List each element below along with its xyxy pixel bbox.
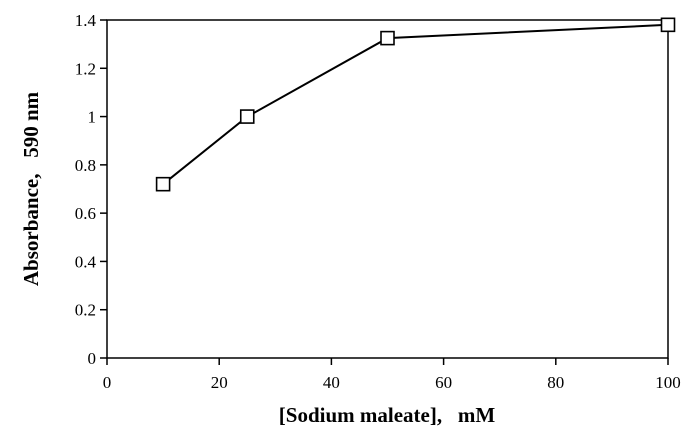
y-tick-label: 0.8	[75, 156, 96, 175]
y-tick-label: 0	[88, 349, 97, 368]
y-axis-title: Absorbance, 590 nm	[19, 91, 43, 286]
series-group	[155, 17, 676, 192]
y-axis-ticks: 0 0.2 0.4 0.6 0.8 1 1.2 1.4	[75, 11, 107, 368]
y-tick-label: 0.4	[75, 252, 97, 271]
series-line	[162, 23, 669, 185]
data-point	[660, 17, 676, 33]
y-tick-label: 0.6	[75, 204, 96, 223]
y-tick-label: 1.2	[75, 59, 96, 78]
x-tick-label: 100	[655, 373, 681, 392]
data-point	[239, 109, 255, 124]
y-tick-label: 1.4	[75, 11, 97, 30]
x-tick-label: 0	[103, 373, 112, 392]
data-point	[380, 30, 395, 46]
x-tick-label: 20	[211, 373, 228, 392]
x-tick-label: 40	[323, 373, 340, 392]
plot-frame	[106, 19, 669, 359]
data-point	[155, 176, 171, 192]
x-axis-ticks: 0 20 40 60 80 100	[103, 358, 681, 392]
x-axis-title: [Sodium maleate], mM	[279, 403, 496, 427]
x-tick-label: 80	[547, 373, 564, 392]
y-tick-label: 0.2	[75, 301, 96, 320]
y-tick-label: 1	[88, 108, 97, 127]
x-tick-label: 60	[435, 373, 452, 392]
